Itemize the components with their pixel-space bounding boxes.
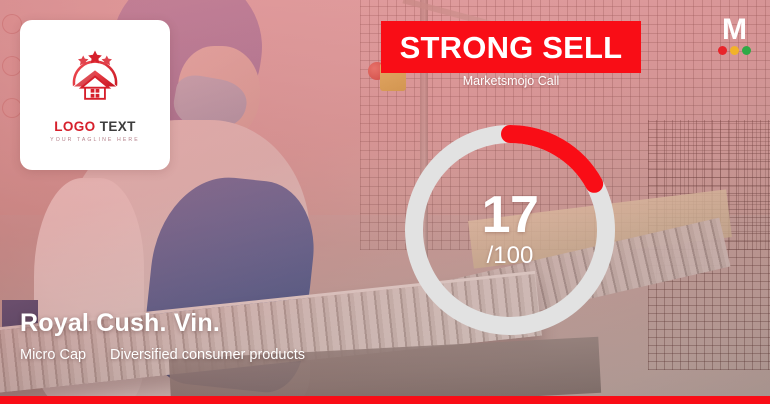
brand-dot-green [741, 45, 751, 55]
call-label: STRONG SELL [399, 29, 623, 65]
company-logo-tile: LOGO TEXT YOUR TAGLINE HERE [20, 20, 170, 170]
score-readout: 17 /100 [400, 120, 620, 340]
company-meta: Micro Cap Diversified consumer products [20, 346, 360, 366]
call-subtitle: Marketsmojo Call [462, 74, 560, 88]
marketsmojo-brand-logo: M [712, 13, 756, 60]
footer-accent-bar [0, 396, 770, 404]
gauge-value-arc [405, 125, 615, 335]
company-sector: Diversified consumer products [110, 347, 306, 364]
logo-word-secondary: TEXT [99, 118, 136, 134]
logo-word-primary: LOGO [54, 118, 96, 134]
logo-tagline: YOUR TAGLINE HERE [50, 136, 140, 143]
logo-wordmark: LOGO TEXT [54, 119, 136, 134]
score-value: 17 [481, 186, 539, 245]
house-with-stars-icon [72, 49, 118, 109]
call-banner: STRONG SELL [381, 21, 641, 73]
photo-support-pole [420, 0, 428, 270]
company-info: Royal Cush. Vin. Micro Cap Diversified c… [20, 308, 360, 366]
photo-left-edge-icons [0, 14, 26, 134]
brand-letter-m: M [722, 13, 747, 46]
score-gauge: 17 /100 [400, 120, 620, 340]
score-gauge-ring [405, 125, 615, 335]
company-market-cap: Micro Cap [20, 347, 87, 364]
brand-dot-red [717, 45, 727, 55]
company-name: Royal Cush. Vin. [20, 308, 221, 337]
score-total: /100 [486, 241, 534, 269]
brand-dot-row [717, 45, 751, 55]
brand-dot-amber [729, 45, 739, 55]
